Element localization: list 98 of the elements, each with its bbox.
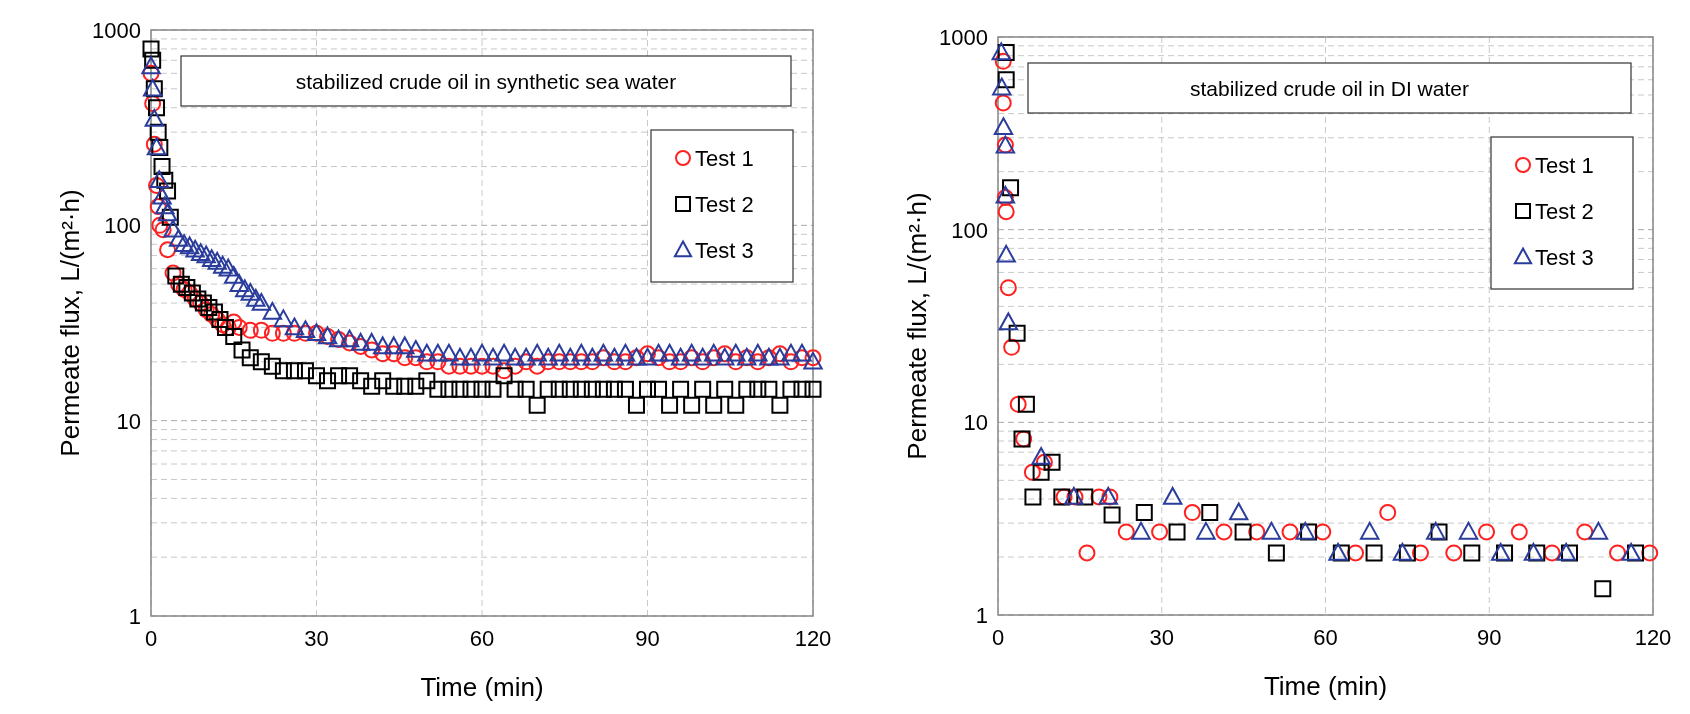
point <box>1621 542 1641 561</box>
point <box>999 279 1017 297</box>
point <box>1576 523 1594 541</box>
point <box>1234 523 1252 541</box>
point <box>1035 453 1053 471</box>
point <box>994 94 1012 112</box>
point <box>1328 542 1348 561</box>
point <box>1523 542 1544 561</box>
point <box>1103 506 1121 524</box>
x-tick-label: 90 <box>1477 625 1502 650</box>
point <box>1032 463 1050 481</box>
text: stabilized crude oil in synthetic sea water <box>295 70 677 93</box>
point <box>1491 542 1511 561</box>
point <box>1267 544 1285 562</box>
legend-label: Test 2 <box>1535 199 1594 224</box>
legend-label: Test 1 <box>695 146 754 171</box>
point <box>1009 395 1027 413</box>
point <box>1023 463 1041 481</box>
point <box>1031 447 1051 465</box>
point <box>1594 580 1612 598</box>
point <box>1588 521 1609 540</box>
point <box>1556 542 1576 561</box>
point <box>1261 521 1282 540</box>
point <box>996 244 1016 263</box>
point <box>1131 521 1151 540</box>
point <box>1043 453 1061 471</box>
x-tick-label: 90 <box>635 626 660 651</box>
y-tick-label: 1000 <box>939 25 988 50</box>
point <box>998 312 1019 331</box>
x-tick-label: 60 <box>1313 625 1338 650</box>
point <box>997 71 1015 89</box>
point <box>1543 544 1561 562</box>
y-tick-label: 1 <box>128 604 141 629</box>
point <box>1162 486 1183 505</box>
point <box>1398 544 1416 562</box>
point <box>1426 521 1446 540</box>
point <box>1379 504 1397 522</box>
point <box>1215 523 1233 541</box>
x-tick-label: 30 <box>304 626 329 651</box>
y-tick-label: 100 <box>104 213 141 239</box>
y-tick-label: 1 <box>975 603 988 628</box>
point <box>1017 395 1035 413</box>
point <box>1360 521 1380 540</box>
point <box>1183 504 1201 522</box>
x-tick-label: 120 <box>1634 625 1672 650</box>
point <box>1411 544 1429 562</box>
x-axis-title: Time (min) <box>1263 671 1388 701</box>
point <box>1609 544 1627 562</box>
text: stabilized crude oil in DI water <box>1190 77 1469 100</box>
point <box>1392 542 1413 561</box>
point <box>1458 521 1479 540</box>
point <box>991 42 1011 61</box>
point <box>1365 544 1383 562</box>
point <box>1295 521 1315 540</box>
point <box>1090 488 1108 506</box>
point <box>1002 179 1020 197</box>
point <box>1135 504 1153 522</box>
x-tick-label: 0 <box>144 626 158 651</box>
point <box>1314 523 1332 541</box>
point <box>1281 523 1299 541</box>
x-tick-label: 30 <box>1149 625 1174 650</box>
point <box>1196 521 1216 540</box>
y-tick-label: 1000 <box>92 18 141 43</box>
point <box>1347 544 1365 562</box>
point <box>1463 544 1481 562</box>
y-axis-title: Permeate flux, L/(m²·h) <box>55 189 85 457</box>
legend-label: Test 1 <box>1535 153 1594 178</box>
point <box>1168 523 1186 541</box>
point <box>1008 324 1026 342</box>
legend-label: Test 3 <box>1535 245 1594 270</box>
y-tick-label: 10 <box>116 408 141 434</box>
y-axis-title: Permeate flux, L/(m²·h) <box>902 192 932 460</box>
x-tick-label: 120 <box>794 626 832 651</box>
point <box>992 77 1012 96</box>
x-axis-title: Time (min) <box>420 672 544 702</box>
point <box>994 52 1012 70</box>
point <box>1078 544 1096 562</box>
point <box>1201 504 1219 522</box>
legend-label: Test 2 <box>695 192 754 217</box>
x-tick-label: 60 <box>469 626 495 651</box>
point <box>1003 338 1021 356</box>
point <box>1151 523 1169 541</box>
point <box>1024 488 1042 506</box>
y-tick-label: 100 <box>951 217 988 243</box>
point <box>1076 488 1094 506</box>
x-tick-label: 0 <box>991 625 1005 650</box>
point <box>1445 544 1463 562</box>
point <box>1510 523 1528 541</box>
point <box>1117 523 1135 541</box>
point <box>997 43 1015 61</box>
legend-label: Test 3 <box>695 238 754 263</box>
point <box>997 203 1015 221</box>
point <box>1641 544 1659 562</box>
point <box>1248 523 1266 541</box>
point <box>1478 523 1496 541</box>
y-tick-label: 10 <box>963 410 988 436</box>
point <box>993 117 1014 136</box>
point <box>1229 502 1249 521</box>
